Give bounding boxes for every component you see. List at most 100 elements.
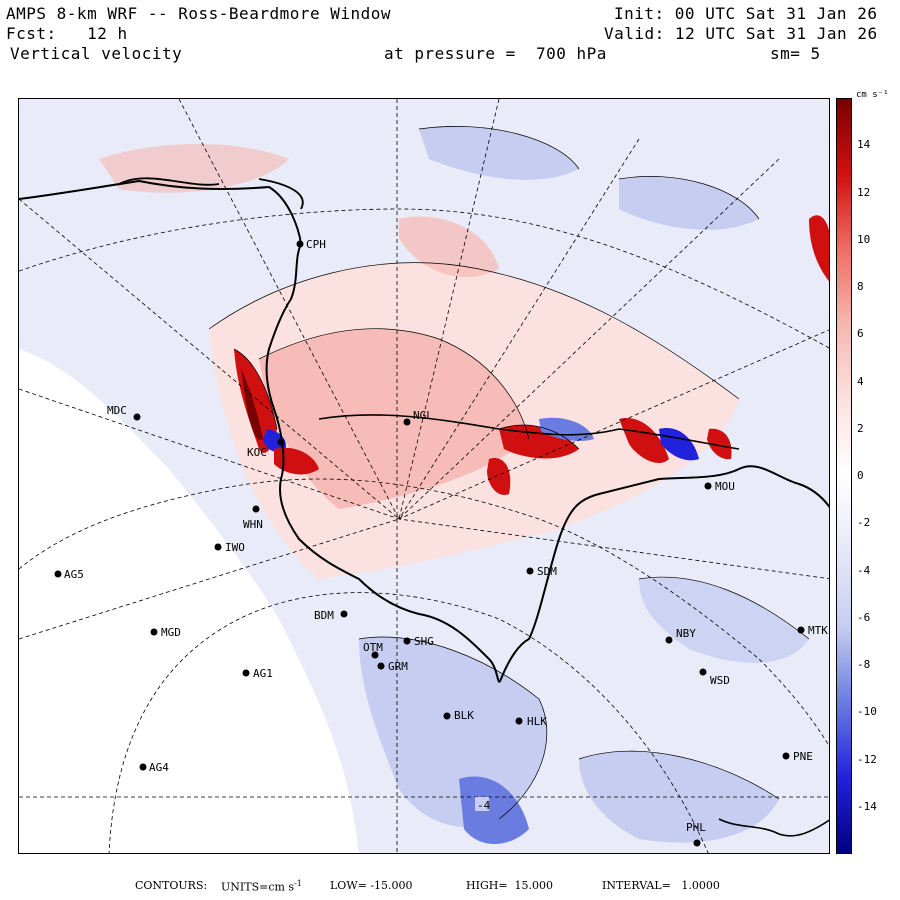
colorbar-tick-label: -10 (857, 705, 877, 719)
station-grm[interactable]: GRM (377, 660, 409, 673)
station-cph[interactable]: CPH (296, 238, 326, 251)
station-label: PNE (793, 750, 813, 763)
station-label: AG1 (253, 667, 273, 680)
station-label: MOU (715, 480, 735, 493)
station-phl[interactable]: PHL (686, 821, 706, 847)
station-iwo[interactable]: IWO (214, 541, 245, 554)
station-label: IWO (225, 541, 245, 554)
station-dot (403, 418, 411, 426)
colorbar-tick-label: -12 (857, 752, 877, 766)
ross-ice-shelf-coastline (19, 179, 829, 683)
station-dot (526, 567, 534, 575)
station-ngl[interactable]: NGL (403, 409, 434, 426)
forecast-hour: Fcst: 12 h (6, 24, 128, 43)
station-ag4[interactable]: AG4 (139, 761, 170, 774)
meridian-3 (19, 198, 400, 520)
positive-core-edge (809, 215, 829, 282)
graticule (19, 99, 829, 853)
negative-patch-north (419, 126, 579, 180)
station-pne[interactable]: PNE (782, 750, 813, 763)
station-sdm[interactable]: SDM (526, 565, 558, 578)
positive-core-koc-south (274, 447, 319, 475)
station-label: BDM (314, 609, 334, 622)
contours-label: CONTOURS: (135, 879, 208, 892)
station-dot (377, 662, 385, 670)
station-dot (54, 570, 62, 578)
interval-value: INTERVAL= 1.0000 (602, 879, 720, 892)
colorbar-tick-label: 0 (857, 469, 864, 482)
units-info: UNITS=cm s-1 (221, 879, 302, 894)
meridian-6 (398, 99, 500, 520)
station-dot (252, 505, 260, 513)
colorbar-tick-label: -8 (857, 658, 871, 671)
station-shg[interactable]: SHG (403, 635, 434, 648)
contour-label-box (475, 797, 489, 811)
positive-core-ridge-3 (707, 428, 732, 460)
station-label: MTK (808, 624, 828, 637)
station-wsd[interactable]: WSD (699, 668, 730, 688)
latitude-circle-1 (19, 208, 829, 349)
meridian-9 (398, 329, 829, 520)
station-label: OTM (363, 641, 383, 654)
station-bdm[interactable]: BDM (314, 609, 348, 622)
station-dot (296, 240, 304, 248)
station-label: BLK (454, 709, 474, 722)
station-label: NGL (413, 409, 433, 422)
station-nby[interactable]: NBY (665, 627, 697, 644)
negative-core-south (459, 776, 529, 844)
colorbar-units: cm s⁻¹ (856, 90, 889, 100)
station-hlk[interactable]: HLK (515, 715, 548, 728)
station-mdc[interactable]: MDC (107, 404, 141, 421)
station-markers: CPH MDC NGL KOC WHN IWO AG5 SDM MOU BDM … (54, 238, 829, 847)
station-dot (699, 668, 707, 676)
station-mtk[interactable]: MTK (797, 624, 829, 637)
station-dot (782, 752, 790, 760)
station-dot (403, 637, 411, 645)
positive-max-koc (241, 369, 263, 440)
meridian-7 (398, 138, 640, 520)
positive-streak-upper (99, 144, 289, 193)
valid-time: Valid: 12 UTC Sat 31 Jan 26 (604, 24, 878, 43)
station-mgd[interactable]: MGD (150, 626, 181, 639)
station-mou[interactable]: MOU (704, 480, 735, 493)
station-label: GRM (388, 660, 408, 673)
station-dot (214, 543, 222, 551)
station-ag1[interactable]: AG1 (242, 667, 273, 680)
meridian-2 (178, 99, 400, 520)
init-time: Init: 00 UTC Sat 31 Jan 26 (614, 4, 878, 23)
station-ag5[interactable]: AG5 (54, 568, 84, 581)
station-otm[interactable]: OTM (363, 641, 383, 659)
positive-band-light (259, 328, 529, 509)
contour-lines (208, 126, 810, 820)
station-dot (797, 626, 805, 634)
high-value: HIGH= 15.000 (466, 879, 554, 892)
pressure-level: at pressure = 700 hPa (384, 44, 607, 63)
station-label: SHG (414, 635, 434, 648)
station-koc[interactable]: KOC (247, 438, 285, 460)
colorbar-tick-label: 4 (857, 374, 864, 388)
plateau-white-region (19, 349, 359, 853)
colorbar-tick-label: 14 (857, 138, 871, 152)
vertical-velocity-map: CPH MDC NGL KOC WHN IWO AG5 SDM MOU BDM … (19, 99, 829, 853)
station-whn[interactable]: WHN (243, 505, 263, 532)
station-label: PHL (686, 821, 706, 834)
units-label: UNITS=cm s (221, 880, 295, 894)
station-label: WSD (710, 674, 730, 687)
ice-shelf-front (318, 414, 740, 450)
colorbar (836, 98, 852, 854)
meridian-8 (398, 158, 780, 520)
station-blk[interactable]: BLK (443, 709, 475, 722)
negative-region-south (359, 637, 547, 828)
colorbar-tick-label: -2 (857, 516, 871, 530)
station-label: MDC (107, 404, 127, 417)
positive-core-ridge-4 (487, 458, 511, 495)
positive-patch-center (399, 216, 499, 278)
positive-core-ridge-1 (499, 425, 579, 459)
station-dot (704, 482, 712, 490)
contour-label: -4 (477, 799, 491, 812)
field-name: Vertical velocity (10, 44, 183, 63)
station-dot (150, 628, 158, 636)
station-dot (693, 839, 701, 847)
colorbar-tick-label: -6 (857, 610, 871, 624)
coastline-north (118, 177, 304, 210)
